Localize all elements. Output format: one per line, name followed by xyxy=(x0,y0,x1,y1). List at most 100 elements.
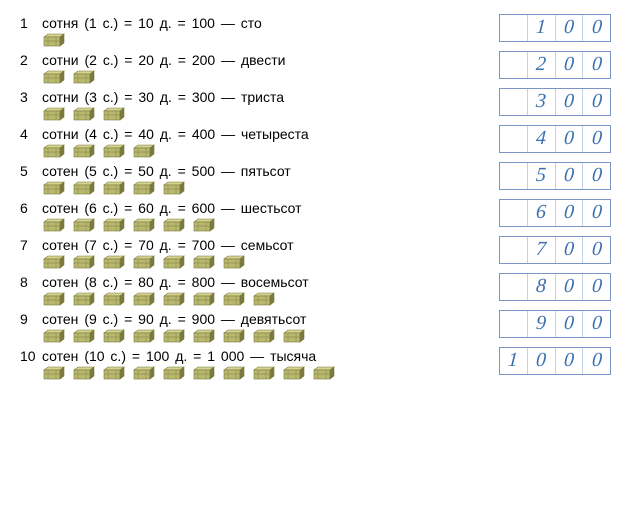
hundreds: 500 xyxy=(192,163,215,179)
chest-icon xyxy=(252,292,276,306)
row-number: 6 xyxy=(20,197,42,216)
written-digit: 0 xyxy=(563,91,574,111)
row-number: 7 xyxy=(20,234,42,253)
chest-icon xyxy=(102,329,126,343)
answer-cell: 1 xyxy=(500,348,528,374)
chest-row xyxy=(42,329,499,343)
answer-cell: 0 xyxy=(583,15,610,41)
hundreds: 300 xyxy=(192,89,215,105)
table-row: 4сотни (4 с.) = 40 д. = 400 — четыреста … xyxy=(20,123,611,158)
abbr: (3 с.) xyxy=(85,89,119,105)
table-row: 6сотен (6 с.) = 60 д. = 600 — шестьсот xyxy=(20,197,611,232)
written-digit: 1 xyxy=(508,350,519,370)
chest-icon xyxy=(132,255,156,269)
row-equation: сотен (8 с.) = 80 д. = 800 — восемьсот xyxy=(42,274,499,290)
chest-icon xyxy=(102,181,126,195)
written-digit: 0 xyxy=(563,128,574,148)
row-content: сотен (6 с.) = 60 д. = 600 — шестьсот xyxy=(42,197,499,232)
answer-cell: 0 xyxy=(583,237,610,263)
chest-icon xyxy=(42,33,66,47)
answer-box: 200 xyxy=(499,51,611,79)
answer-cell: 0 xyxy=(556,200,584,226)
label: сотен xyxy=(42,237,78,253)
written-digit: 3 xyxy=(535,91,546,111)
answer-cell: 0 xyxy=(528,348,556,374)
hundreds: 100 xyxy=(192,15,215,31)
chest-icon xyxy=(42,366,66,380)
answer-box: 900 xyxy=(499,310,611,338)
abbr: (9 с.) xyxy=(84,311,118,327)
word: четыреста xyxy=(241,126,309,142)
answer-cell xyxy=(500,15,528,41)
written-digit: 0 xyxy=(591,202,602,222)
word: шестьсот xyxy=(241,200,302,216)
written-digit: 5 xyxy=(535,165,546,185)
answer-cell xyxy=(500,200,528,226)
written-digit: 0 xyxy=(591,54,602,74)
chest-icon xyxy=(72,329,96,343)
row-equation: сотни (4 с.) = 40 д. = 400 — четыреста xyxy=(42,126,499,142)
row-number: 5 xyxy=(20,160,42,179)
label: сотен xyxy=(42,200,78,216)
written-digit: 0 xyxy=(591,276,602,296)
chest-icon xyxy=(162,255,186,269)
abbr: (2 с.) xyxy=(85,52,119,68)
hundreds: 700 xyxy=(192,237,215,253)
row-number: 8 xyxy=(20,271,42,290)
answer-box: 300 xyxy=(499,88,611,116)
chest-icon xyxy=(282,366,306,380)
written-digit: 0 xyxy=(563,165,574,185)
chest-icon xyxy=(132,181,156,195)
answer-cell: 4 xyxy=(528,126,556,152)
word: тысяча xyxy=(270,348,316,364)
row-content: сотен (5 с.) = 50 д. = 500 — пятьсот xyxy=(42,160,499,195)
chest-icon xyxy=(42,255,66,269)
chest-icon xyxy=(72,218,96,232)
row-content: сотни (3 с.) = 30 д. = 300 — триста xyxy=(42,86,499,121)
answer-cell: 0 xyxy=(556,274,584,300)
chest-icon xyxy=(132,366,156,380)
table-row: 7сотен (7 с.) = 70 д. = 700 — семьсот xyxy=(20,234,611,269)
chest-icon xyxy=(42,218,66,232)
chest-icon xyxy=(102,292,126,306)
row-equation: сотен (6 с.) = 60 д. = 600 — шестьсот xyxy=(42,200,499,216)
written-digit: 0 xyxy=(563,17,574,37)
chest-icon xyxy=(132,292,156,306)
abbr: (5 с.) xyxy=(84,163,118,179)
written-digit: 0 xyxy=(563,202,574,222)
row-equation: сотни (3 с.) = 30 д. = 300 — триста xyxy=(42,89,499,105)
written-digit: 0 xyxy=(535,350,546,370)
chest-icon xyxy=(102,218,126,232)
chest-icon xyxy=(72,255,96,269)
answer-cell xyxy=(500,89,528,115)
label: сотни xyxy=(42,89,79,105)
table-row: 3 сотни (3 с.) = 30 д. = 300 — триста 300 xyxy=(20,86,611,121)
answer-cell: 2 xyxy=(528,52,556,78)
row-number: 4 xyxy=(20,123,42,142)
row-content: сотни (2 с.) = 20 д. = 200 — двести xyxy=(42,49,499,84)
answer-cell: 0 xyxy=(556,89,584,115)
tens: 100 xyxy=(146,348,169,364)
written-digit: 0 xyxy=(563,350,574,370)
written-digit: 7 xyxy=(535,239,546,259)
chest-icon xyxy=(102,255,126,269)
answer-cell: 3 xyxy=(528,89,556,115)
hundreds-table: 1сотня (1 с.) = 10 д. = 100 — сто 100 2 со… xyxy=(20,12,611,380)
answer-cell xyxy=(500,126,528,152)
written-digit: 1 xyxy=(535,17,546,37)
written-digit: 0 xyxy=(563,239,574,259)
chest-icon xyxy=(282,329,306,343)
answer-cell: 0 xyxy=(583,126,610,152)
chest-icon xyxy=(312,366,336,380)
row-equation: сотен (7 с.) = 70 д. = 700 — семьсот xyxy=(42,237,499,253)
answer-cell: 0 xyxy=(556,52,584,78)
written-digit: 0 xyxy=(591,128,602,148)
written-digit: 0 xyxy=(563,276,574,296)
table-row: 1сотня (1 с.) = 10 д. = 100 — сто 100 xyxy=(20,12,611,47)
answer-box: 700 xyxy=(499,236,611,264)
hundreds: 200 xyxy=(192,52,215,68)
written-digit: 9 xyxy=(535,313,546,333)
chest-icon xyxy=(72,70,96,84)
written-digit: 0 xyxy=(591,350,602,370)
answer-box: 800 xyxy=(499,273,611,301)
